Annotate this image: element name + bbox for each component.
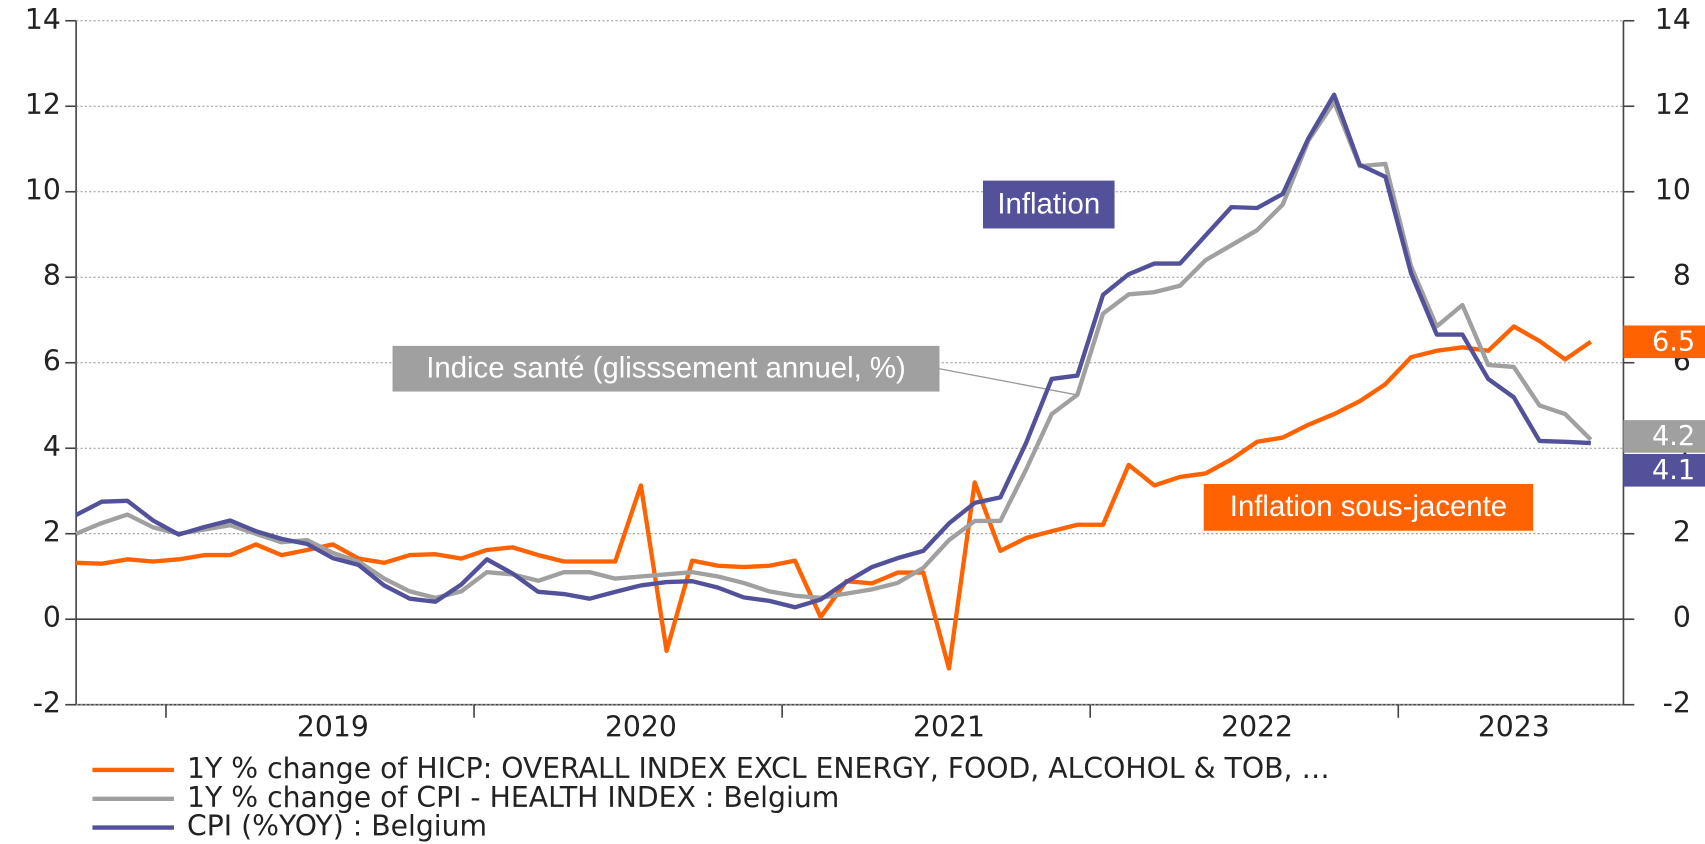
annotation: Inflation sous-jacente <box>1230 490 1507 523</box>
annotation: Indice santé (glisssement annuel, %) <box>426 352 906 385</box>
y2-tick-label: -2 <box>1663 687 1691 720</box>
y2-tick-label: 14 <box>1655 3 1691 36</box>
x-tick-label: 2019 <box>297 711 369 744</box>
annotation-box <box>1203 483 1534 531</box>
end-label: 4.1 <box>1652 455 1695 486</box>
y2-tick-label: 10 <box>1655 174 1691 207</box>
x-tick-label: 2022 <box>1221 711 1293 744</box>
annotation: Inflation <box>997 187 1100 220</box>
y-tick-label: 4 <box>43 430 61 463</box>
y-tick-label: -2 <box>33 687 61 720</box>
y2-tick-label: 0 <box>1673 601 1691 634</box>
end-label-box <box>1623 325 1705 359</box>
legend-label: 1Y % change of CPI - HEALTH INDEX : Belg… <box>187 781 839 814</box>
x-tick-label: 2020 <box>605 711 677 744</box>
leader-line <box>939 368 1077 396</box>
y-tick-label: 2 <box>43 516 61 549</box>
x-tick-label: 2021 <box>913 711 985 744</box>
legend-label: 1Y % change of HICP: OVERALL INDEX EXCL … <box>187 752 1330 785</box>
end-label: 4.2 <box>1652 421 1695 452</box>
series-line <box>76 324 1593 671</box>
end-label: 6.5 <box>1652 326 1695 357</box>
end-label-box <box>1623 453 1705 487</box>
series-line <box>75 92 1591 610</box>
y-tick-label: 14 <box>25 3 61 36</box>
y-tick-label: 8 <box>43 259 61 292</box>
y2-tick-label: 12 <box>1655 88 1691 121</box>
y-tick-label: 10 <box>25 174 61 207</box>
y2-tick-label: 2 <box>1673 516 1691 549</box>
x-tick-label: 2023 <box>1478 711 1550 744</box>
y-tick-label: 12 <box>25 88 61 121</box>
y-tick-label: 0 <box>43 601 61 634</box>
annotation-box <box>392 345 940 392</box>
legend-label: CPI (%YOY) : Belgium <box>187 810 487 843</box>
y2-tick-label: 8 <box>1673 259 1691 292</box>
y-tick-label: 6 <box>43 345 61 378</box>
annotation-box <box>982 180 1115 229</box>
end-label-box <box>1623 420 1705 453</box>
